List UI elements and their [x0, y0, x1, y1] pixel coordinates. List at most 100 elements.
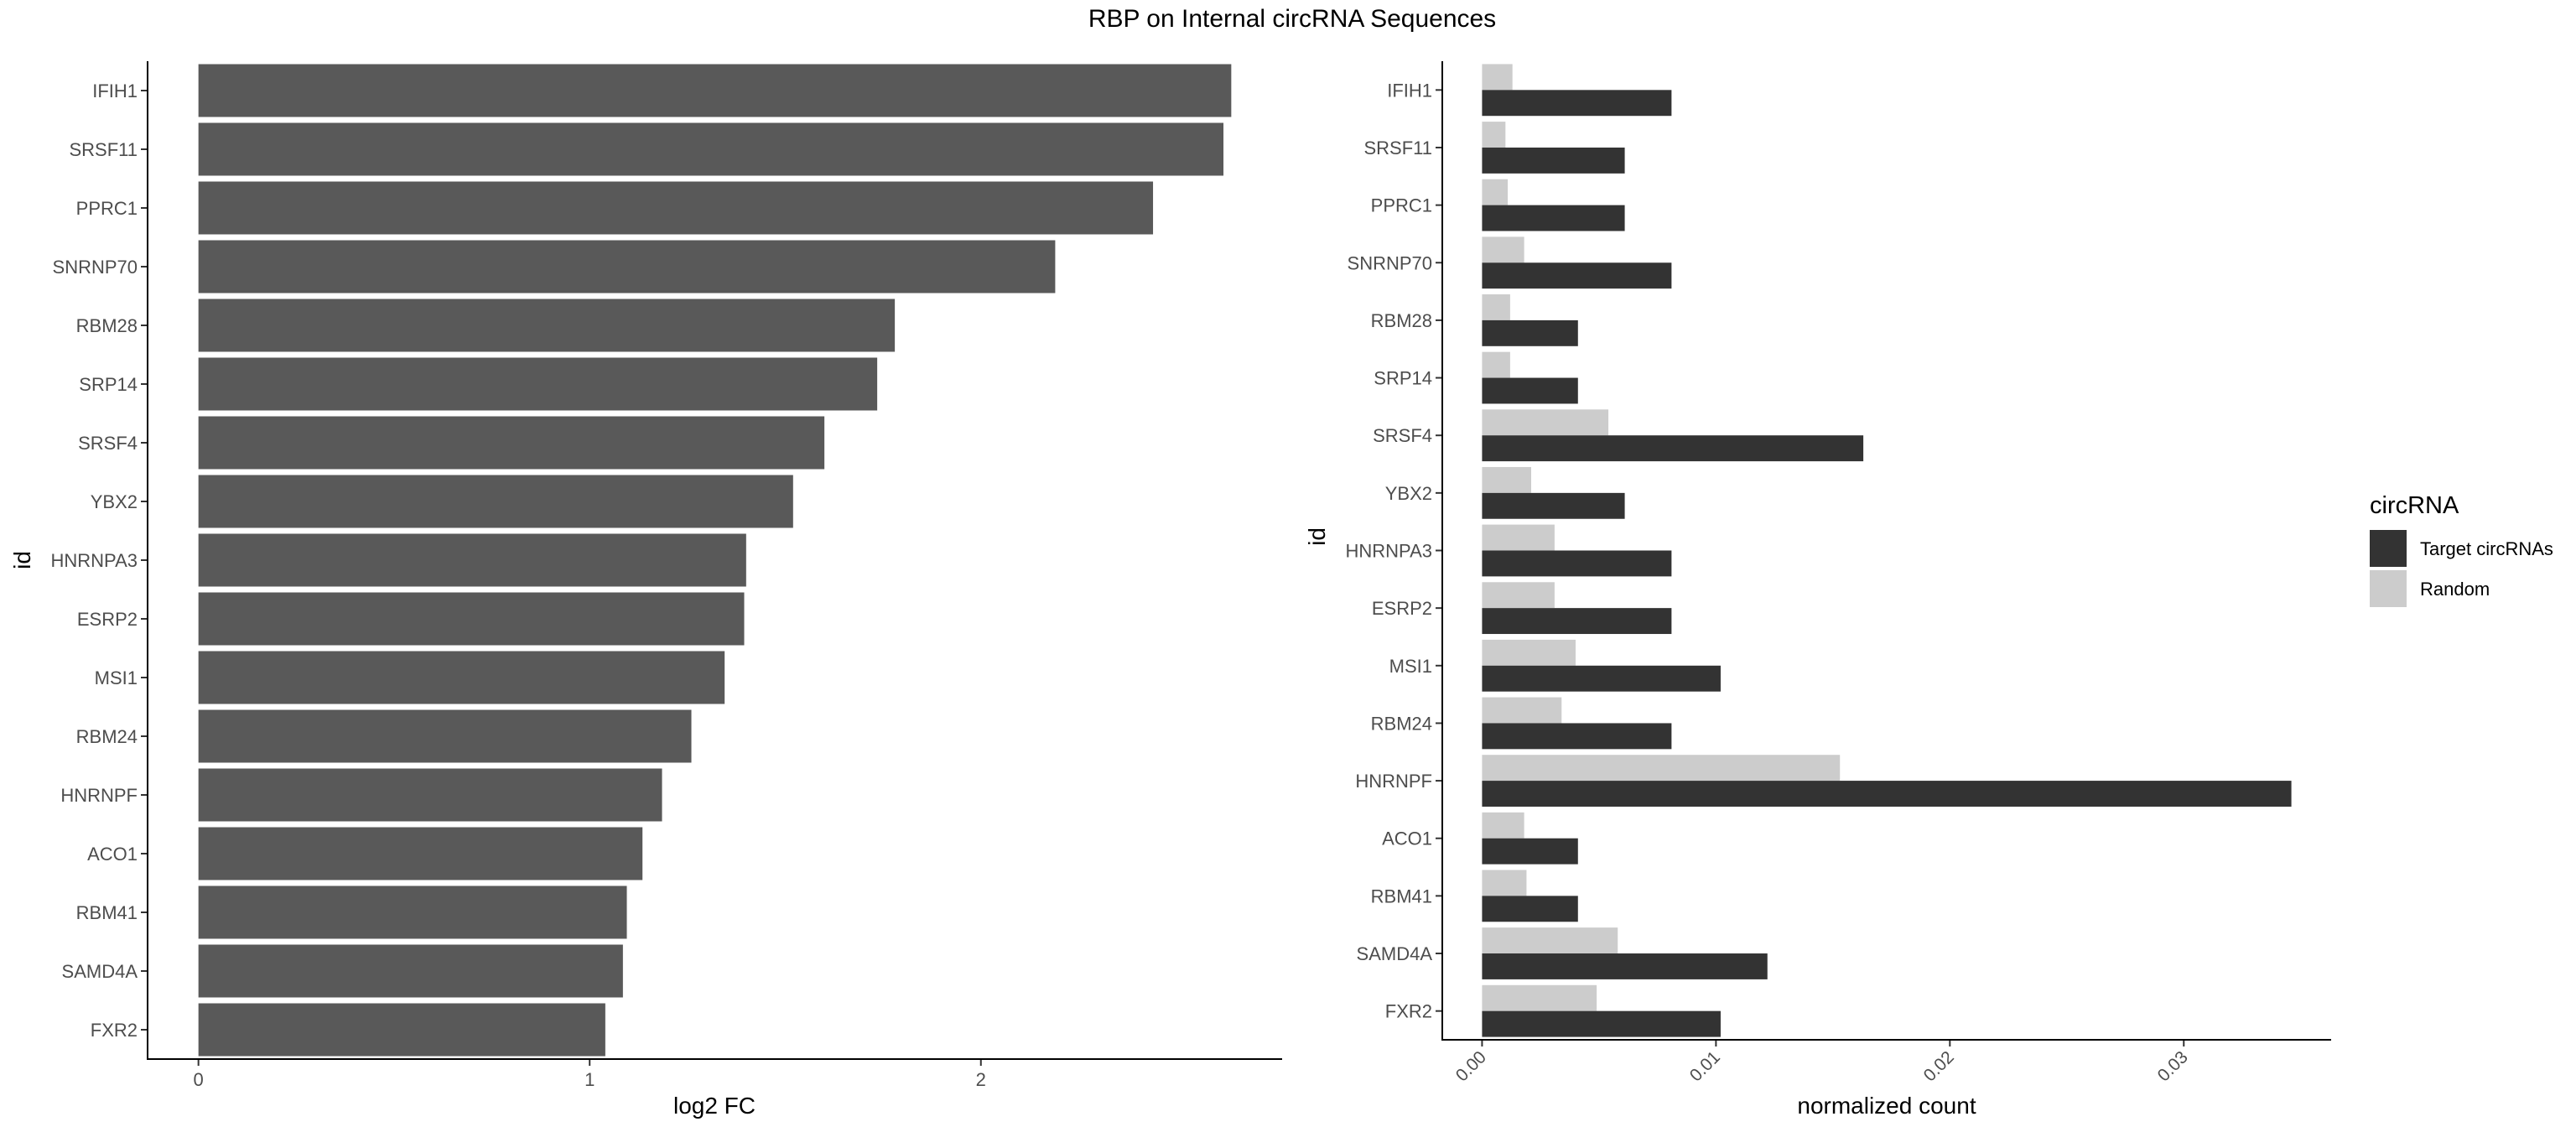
y-tick-label: RBM28: [76, 315, 138, 336]
y-tick-label: MSI1: [95, 667, 138, 688]
y-tick-label: SRP14: [1374, 368, 1432, 389]
bar-random: [1482, 64, 1513, 91]
y-tick-label: ESRP2: [1372, 598, 1432, 619]
x-tick-label: 0.03: [2154, 1047, 2192, 1085]
y-tick-label: HNRNPA3: [1345, 541, 1432, 562]
y-tick-label: RBM41: [76, 902, 138, 923]
y-tick-label: SRSF11: [1363, 138, 1432, 158]
y-tick-label: FXR2: [1385, 1001, 1432, 1022]
bar-target: [1482, 665, 1721, 692]
y-tick-label: HNRNPA3: [50, 550, 138, 571]
legend-key-target: [2370, 530, 2407, 567]
bar-random: [1482, 927, 1618, 954]
legend-key-random: [2370, 570, 2407, 607]
bar: [198, 357, 878, 411]
x-tick-label: 0.00: [1452, 1047, 1490, 1085]
left-panel: IFIH1 SRSF11 PPRC1 SNRNP70 RBM28 SRP14 SRSF4 YB…: [9, 61, 1282, 1119]
bar-target: [1482, 608, 1672, 635]
legend-label-random: Random: [2420, 579, 2490, 600]
y-tick-label: ESRP2: [77, 609, 138, 630]
bar-target: [1482, 896, 1578, 922]
x-tick-label: 0: [194, 1069, 204, 1090]
y-tick-label: FXR2: [91, 1020, 138, 1041]
bar: [198, 944, 623, 998]
x-tick-label: 1: [584, 1069, 595, 1090]
bar-target: [1482, 723, 1672, 750]
bar: [198, 533, 746, 587]
bar-target: [1482, 377, 1578, 404]
bar: [198, 651, 725, 704]
y-tick-label: HNRNPF: [1355, 771, 1432, 792]
bar-target: [1482, 147, 1625, 174]
right-y-axis-title: id: [1304, 527, 1330, 546]
bar: [198, 827, 643, 880]
y-tick-label: SAMD4A: [1357, 943, 1433, 964]
y-tick-label: ACO1: [1382, 828, 1432, 849]
y-tick-label: RBM24: [1371, 713, 1432, 734]
chart-title: RBP on Internal circRNA Sequences: [1088, 5, 1496, 33]
bar: [198, 240, 1056, 293]
right-panel: IFIH1 SRSF11 PPRC1 SNRNP70 RBM28 SRP14 SRSF4 YB…: [1304, 61, 2331, 1119]
bar-target: [1482, 435, 1864, 462]
bar-random: [1482, 524, 1555, 551]
bar-random: [1482, 697, 1562, 724]
bar-random: [1482, 351, 1510, 378]
bar: [198, 475, 793, 528]
bar-target: [1482, 262, 1672, 289]
bar: [198, 122, 1224, 176]
bar-target: [1482, 319, 1578, 346]
bar: [198, 709, 692, 763]
y-tick-label: MSI1: [1389, 656, 1432, 677]
y-tick-label: PPRC1: [76, 198, 138, 219]
bar: [198, 886, 627, 939]
bar-target: [1482, 838, 1578, 865]
x-tick-label: 2: [976, 1069, 986, 1090]
y-tick-label: HNRNPF: [60, 785, 138, 806]
legend: circRNA Target circRNAs Random: [2370, 492, 2553, 607]
bar: [198, 768, 662, 822]
left-x-axis-title: log2 FC: [673, 1093, 756, 1119]
bar-random: [1482, 984, 1597, 1011]
y-tick-label: RBM41: [1371, 886, 1432, 906]
y-tick-label: RBM28: [1371, 310, 1432, 331]
bar-random: [1482, 639, 1576, 666]
y-tick-label: SRSF4: [78, 433, 138, 454]
bar-random: [1482, 122, 1506, 148]
legend-title: circRNA: [2370, 492, 2459, 519]
y-tick-label: YBX2: [91, 491, 138, 512]
x-tick-label: 0.02: [1920, 1047, 1958, 1085]
x-tick-label: 0.01: [1686, 1047, 1724, 1085]
y-tick-label: SRSF4: [1373, 425, 1432, 446]
y-tick-label: IFIH1: [1387, 80, 1432, 101]
bar-random: [1482, 582, 1555, 609]
bar-random: [1482, 812, 1524, 839]
y-tick-label: IFIH1: [92, 80, 138, 101]
bar-target: [1482, 1010, 1721, 1037]
y-tick-label: YBX2: [1385, 483, 1432, 504]
bar: [198, 299, 896, 352]
y-tick-label: SNRNP70: [1348, 252, 1432, 273]
bar-random: [1482, 179, 1509, 205]
bar-random: [1482, 870, 1527, 896]
bar-target: [1482, 953, 1768, 979]
bar-random: [1482, 755, 1841, 782]
bar: [198, 181, 1154, 235]
bar: [198, 64, 1232, 117]
y-tick-label: SAMD4A: [62, 961, 138, 982]
right-x-axis-title: normalized count: [1797, 1093, 1976, 1119]
y-tick-label: ACO1: [87, 844, 138, 865]
bar-random: [1482, 294, 1510, 320]
bar-target: [1482, 550, 1672, 577]
left-y-axis-title: id: [9, 551, 35, 569]
bar-target: [1482, 781, 2292, 807]
y-tick-label: RBM24: [76, 726, 138, 747]
bar-random: [1482, 409, 1609, 436]
y-tick-label: SRSF11: [69, 139, 138, 160]
bar-target: [1482, 90, 1672, 117]
bar: [198, 416, 825, 470]
bar-random: [1482, 236, 1524, 263]
bar-target: [1482, 205, 1625, 231]
y-tick-label: SNRNP70: [53, 257, 138, 278]
bar: [198, 1003, 605, 1057]
